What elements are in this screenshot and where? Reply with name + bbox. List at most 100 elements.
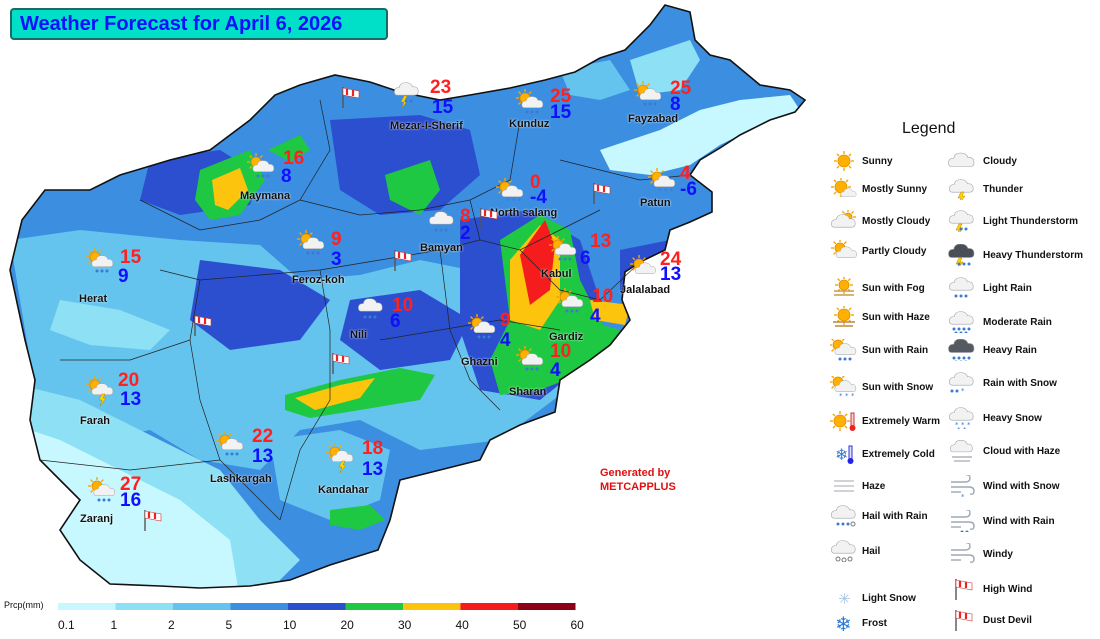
city-label-bamyan: Bamyan bbox=[420, 242, 463, 254]
high-wind-icon bbox=[324, 348, 362, 382]
colorbar-segment-5 bbox=[288, 603, 346, 610]
sun-with-rain-icon bbox=[512, 86, 550, 120]
light-thunderstorm-icon bbox=[388, 76, 426, 110]
svg-text:❄: ❄ bbox=[835, 445, 848, 464]
svg-text:*: * bbox=[961, 421, 965, 429]
sun-with-rain-icon bbox=[464, 311, 502, 345]
min-temp-nili: 6 bbox=[390, 311, 401, 332]
min-temp-kunduz: 15 bbox=[550, 102, 572, 123]
sun-with-snow-icon: * * * bbox=[492, 175, 530, 209]
city-label-jalalabad: Jalalabad bbox=[620, 284, 671, 296]
min-temp-farah: 13 bbox=[120, 389, 142, 410]
moderate-rain-icon bbox=[948, 311, 976, 335]
legend-label-light-thunderstorm: Light Thunderstorm bbox=[983, 216, 1078, 227]
legend-label-frost: Frost bbox=[862, 618, 887, 629]
city-label-sharan: Sharan bbox=[509, 386, 547, 398]
heavy-rain-icon bbox=[948, 338, 976, 364]
legend-label-sun-with-snow: Sun with Snow bbox=[862, 382, 934, 393]
sunny-icon bbox=[830, 150, 858, 172]
legend-label-sunny: Sunny bbox=[862, 156, 893, 167]
sun-with-rain-icon bbox=[293, 227, 331, 261]
max-temp-jalalabad: 24 bbox=[660, 249, 682, 270]
colorbar-tick-label: 40 bbox=[455, 618, 469, 632]
svg-text:*: * bbox=[845, 392, 849, 398]
extremely-cold-icon: ❄ bbox=[830, 443, 858, 465]
max-temp-maymana: 16 bbox=[283, 148, 305, 169]
city-label-kandahar: Kandahar bbox=[318, 484, 369, 496]
min-temp-north-salang: -4 bbox=[530, 187, 547, 208]
city-label-north-salang: North salang bbox=[490, 207, 558, 219]
high-wind-icon bbox=[585, 178, 623, 212]
high-wind-icon bbox=[386, 245, 424, 279]
sun-with-rain-icon bbox=[630, 78, 668, 112]
min-temp-kandahar: 13 bbox=[362, 459, 384, 480]
min-temp-fayzabad: 8 bbox=[670, 94, 681, 115]
legend-label-cloudy: Cloudy bbox=[983, 156, 1017, 167]
min-temp-ghazni: 4 bbox=[500, 330, 511, 351]
legend-label-thunder: Thunder bbox=[983, 184, 1023, 195]
max-temp-mezar-i-sherif: 23 bbox=[430, 77, 452, 98]
extremely-warm-icon bbox=[830, 410, 858, 432]
sun-with-rain-icon bbox=[82, 245, 120, 279]
heavy-snow-icon: ***** bbox=[948, 407, 976, 434]
legend-label-sun-with-fog: Sun with Fog bbox=[862, 283, 925, 294]
high-wind-icon bbox=[334, 82, 372, 116]
max-temp-kandahar: 18 bbox=[362, 438, 384, 459]
sun-with-rain-icon bbox=[545, 233, 583, 267]
colorbar-segment-4 bbox=[230, 603, 288, 610]
sun-with-snow-icon: * * * bbox=[644, 165, 682, 199]
colorbar-segment-1 bbox=[58, 603, 116, 610]
high-wind-icon bbox=[186, 310, 224, 344]
legend-label-windy: Windy bbox=[983, 549, 1013, 560]
city-label-farah: Farah bbox=[80, 415, 110, 427]
legend-label-sun-with-haze: Sun with Haze bbox=[862, 312, 930, 323]
windy-icon bbox=[948, 542, 976, 565]
legend-label-haze: Haze bbox=[862, 481, 886, 492]
dust-devil-icon bbox=[948, 609, 976, 631]
colorbar-tick-label: 60 bbox=[570, 618, 584, 632]
legend-label-heavy-snow: Heavy Snow bbox=[983, 413, 1042, 424]
sun-with-thunder-icon bbox=[322, 440, 360, 474]
max-temp-patun: 4 bbox=[680, 163, 691, 184]
city-label-lashkargah: Lashkargah bbox=[210, 473, 272, 485]
legend-label-rain-with-snow: Rain with Snow bbox=[983, 378, 1057, 389]
colorbar-tick-label: 1 bbox=[110, 618, 118, 632]
precipitation-colorbar bbox=[58, 603, 576, 610]
max-temp-nili: 10 bbox=[392, 295, 414, 316]
colorbar-tick-label: 5 bbox=[225, 618, 233, 632]
svg-text:*: * bbox=[957, 426, 961, 429]
wind-with-snow-icon: * bbox=[948, 474, 976, 501]
cloudy-icon bbox=[948, 150, 976, 172]
legend-label-hail-with-rain: Hail with Rain bbox=[862, 511, 928, 522]
svg-text:*: * bbox=[967, 421, 971, 429]
city-label-nili: Nili bbox=[350, 329, 368, 341]
light-snow-icon: ✳ bbox=[830, 587, 858, 609]
svg-text:*: * bbox=[963, 426, 967, 429]
hail-with-rain-icon bbox=[830, 505, 858, 527]
haze-icon bbox=[830, 475, 858, 497]
colorbar-segment-8 bbox=[460, 603, 518, 610]
city-label-mezar-i-sherif: Mezar-I-Sherif bbox=[390, 120, 463, 132]
sun-with-rain-icon bbox=[552, 285, 590, 319]
light-rain-icon bbox=[948, 277, 976, 299]
legend-label-heavy-thunderstorm: Heavy Thunderstorm bbox=[983, 250, 1084, 261]
thunder-icon bbox=[948, 178, 976, 205]
colorbar-tick-label: 0.1 bbox=[58, 618, 75, 632]
legend-label-high-wind: High Wind bbox=[983, 584, 1033, 595]
svg-text:*: * bbox=[839, 392, 843, 398]
light-rain-icon bbox=[423, 205, 461, 239]
svg-text:*: * bbox=[851, 392, 855, 398]
legend-label-sun-with-rain: Sun with Rain bbox=[862, 345, 929, 356]
city-label-gardiz: Gardiz bbox=[549, 331, 584, 343]
colorbar-segment-7 bbox=[403, 603, 461, 610]
city-label-zaranj: Zaranj bbox=[80, 513, 114, 525]
high-wind-icon bbox=[472, 203, 510, 237]
sun-with-fog-icon bbox=[830, 276, 858, 299]
max-temp-kunduz: 25 bbox=[550, 86, 572, 107]
max-temp-ghazni: 9 bbox=[500, 310, 511, 331]
legend-title: Legend bbox=[902, 120, 956, 137]
max-temp-fayzabad: 25 bbox=[670, 78, 692, 99]
legend-label-partly-cloudy: Partly Cloudy bbox=[862, 246, 927, 257]
min-temp-kabul: 6 bbox=[580, 248, 591, 269]
city-label-kunduz: Kunduz bbox=[509, 118, 550, 130]
